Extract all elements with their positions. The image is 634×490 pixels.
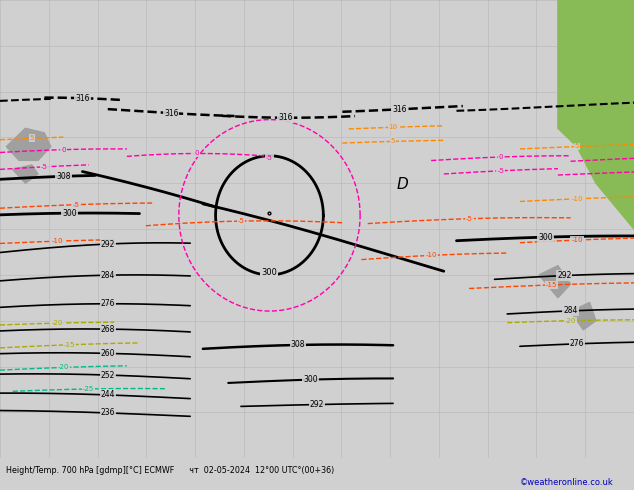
Text: 236: 236 xyxy=(101,409,115,417)
Text: 5: 5 xyxy=(30,135,34,142)
Text: 316: 316 xyxy=(164,109,178,118)
Text: 300: 300 xyxy=(261,268,278,277)
Text: 300: 300 xyxy=(303,375,318,384)
Polygon shape xyxy=(539,266,571,298)
Text: -5: -5 xyxy=(466,216,472,221)
Text: 300: 300 xyxy=(538,233,553,242)
Text: -5: -5 xyxy=(498,168,504,174)
Text: -10: -10 xyxy=(571,237,583,243)
Text: -5: -5 xyxy=(41,164,48,170)
Text: 308: 308 xyxy=(56,172,70,181)
Text: 292: 292 xyxy=(101,240,115,248)
Text: 292: 292 xyxy=(310,400,324,409)
Polygon shape xyxy=(558,0,634,229)
Text: 268: 268 xyxy=(101,324,115,334)
Text: 284: 284 xyxy=(101,270,115,280)
Text: -10: -10 xyxy=(425,252,437,258)
Text: 0: 0 xyxy=(498,154,503,160)
Text: 276: 276 xyxy=(101,299,115,308)
Text: 316: 316 xyxy=(392,105,406,114)
Text: -5: -5 xyxy=(238,218,244,224)
Text: 284: 284 xyxy=(564,306,578,316)
Text: 10: 10 xyxy=(389,124,398,130)
Text: 308: 308 xyxy=(291,341,305,349)
Text: -5: -5 xyxy=(73,202,79,208)
Text: 0: 0 xyxy=(61,147,66,153)
Polygon shape xyxy=(571,302,596,330)
Text: -20: -20 xyxy=(51,320,63,326)
Text: -20: -20 xyxy=(58,365,69,370)
Text: -25: -25 xyxy=(83,386,94,392)
Text: -15: -15 xyxy=(64,342,75,348)
Text: 260: 260 xyxy=(101,349,115,358)
Text: -20: -20 xyxy=(565,318,576,324)
Text: 244: 244 xyxy=(101,391,115,399)
Text: -10: -10 xyxy=(571,196,583,202)
Text: -10: -10 xyxy=(51,238,63,244)
Text: 252: 252 xyxy=(101,370,115,380)
Text: 5: 5 xyxy=(575,144,579,149)
Text: 316: 316 xyxy=(75,94,89,103)
Polygon shape xyxy=(13,165,38,183)
Text: 5: 5 xyxy=(391,138,395,145)
Text: 0: 0 xyxy=(194,150,199,156)
Polygon shape xyxy=(6,128,51,160)
Text: Height/Temp. 700 hPa [gdmp][°C] ECMWF      чт  02-05-2024  12°00 UTC°(00+36): Height/Temp. 700 hPa [gdmp][°C] ECMWF чт… xyxy=(6,466,335,475)
Text: -5: -5 xyxy=(266,155,273,161)
Text: D: D xyxy=(397,177,408,192)
Text: -15: -15 xyxy=(546,282,557,288)
Text: 316: 316 xyxy=(278,113,292,122)
Text: 300: 300 xyxy=(62,209,77,218)
Text: ©weatheronline.co.uk: ©weatheronline.co.uk xyxy=(520,478,614,488)
Text: 292: 292 xyxy=(557,271,571,280)
Text: 276: 276 xyxy=(570,339,584,348)
